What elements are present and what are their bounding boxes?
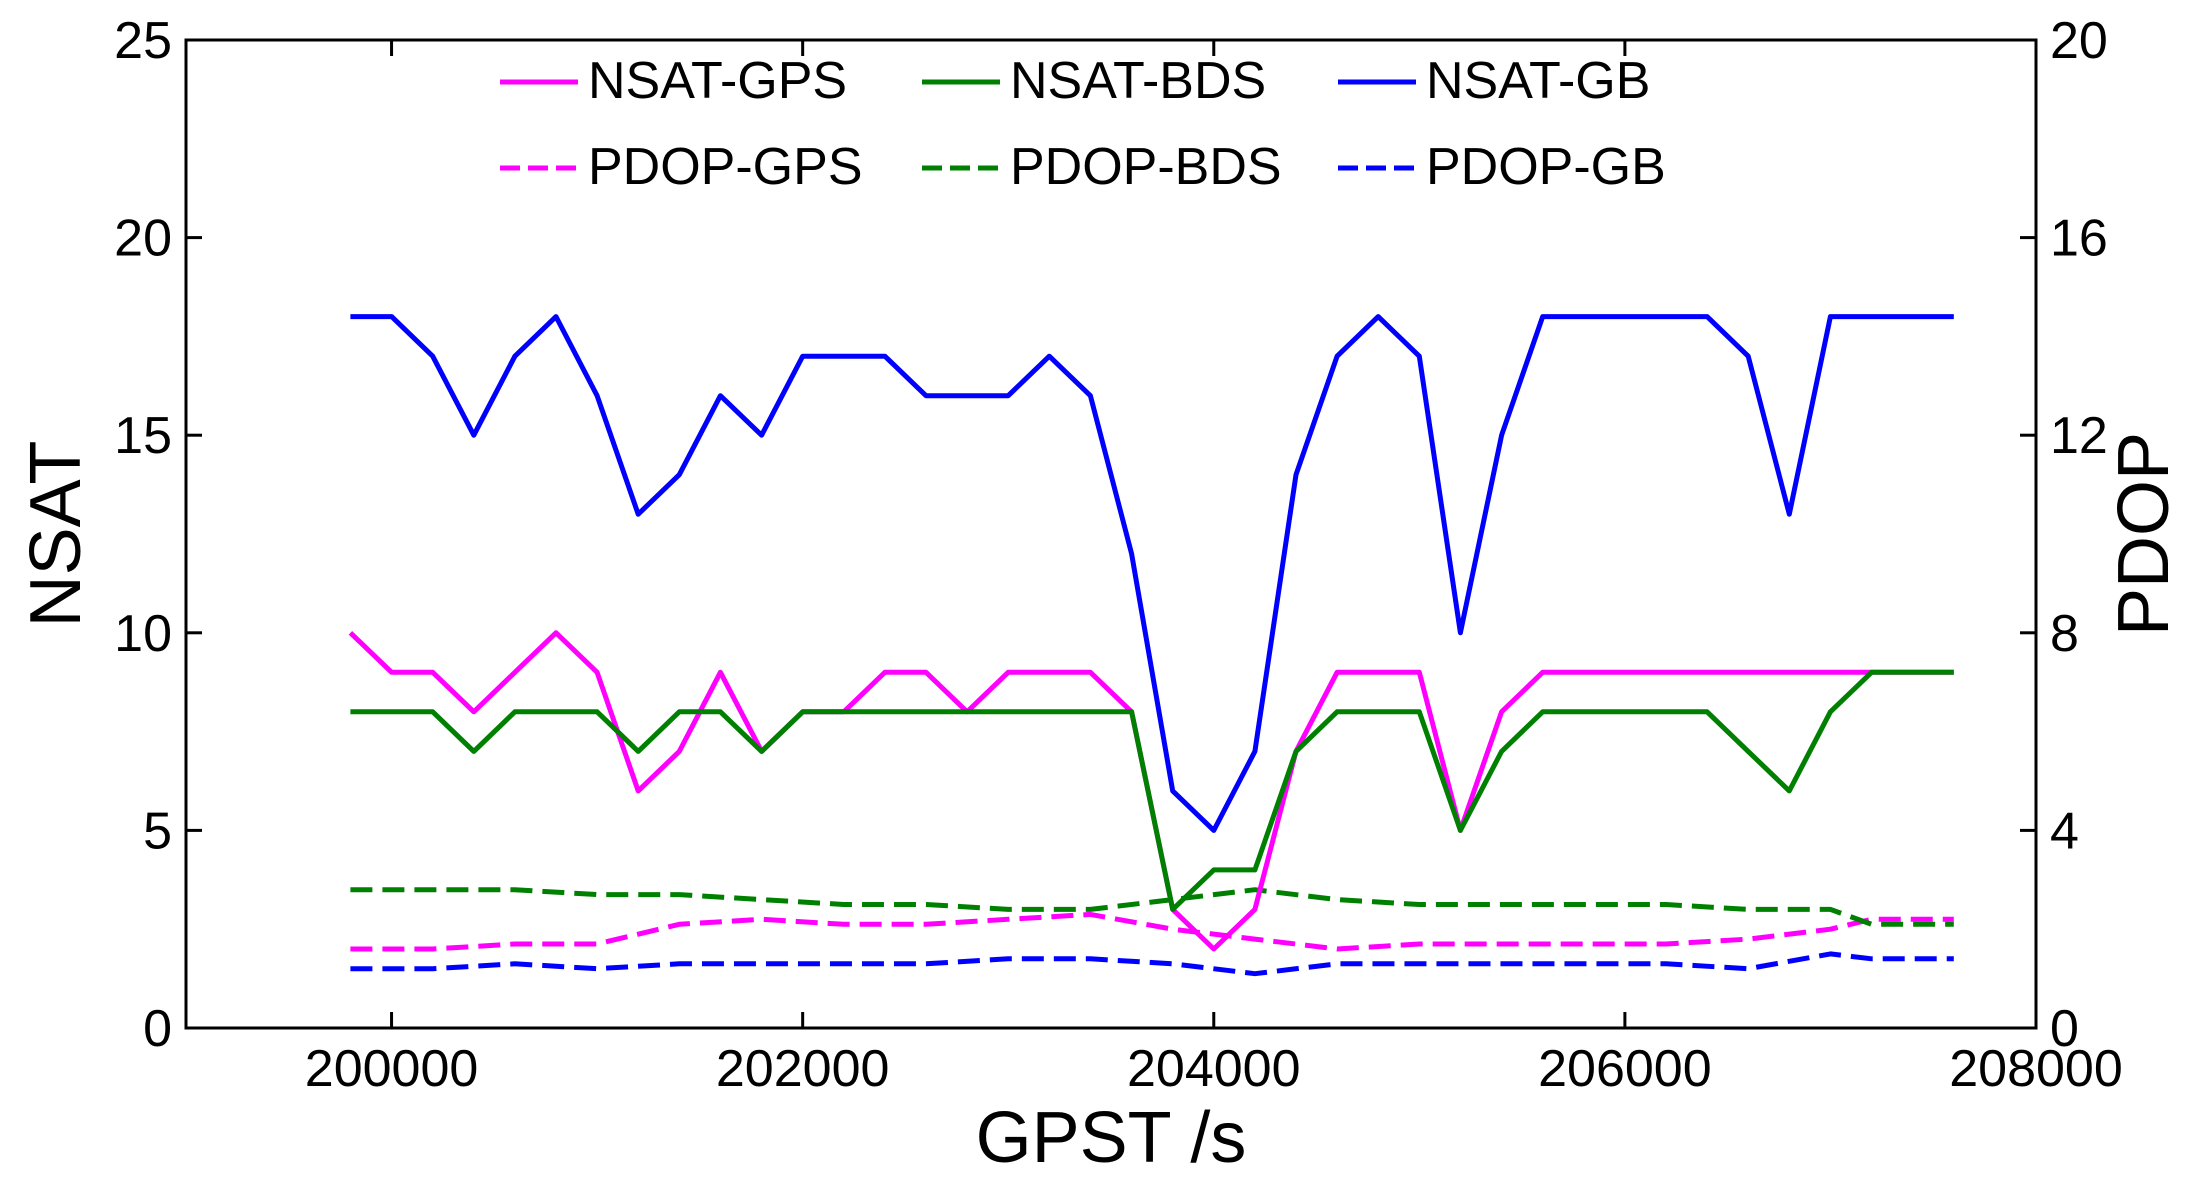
series-line-pdop-gps bbox=[350, 911, 1954, 952]
y-right-tick-label: 20 bbox=[2050, 12, 2108, 70]
legend-label-nsat-gb: NSAT-GB bbox=[1426, 52, 1650, 110]
legend-label-pdop-gps: PDOP-GPS bbox=[588, 138, 863, 196]
ticks-layer: 200000 202000 204000 206000 2080000510152025… bbox=[114, 12, 2123, 1098]
y-left-tick-label: 10 bbox=[114, 605, 172, 663]
y-left-tick-label: 5 bbox=[143, 802, 172, 860]
x-tick-label: 206000 bbox=[1538, 1040, 1712, 1098]
y-right-tick-label: 12 bbox=[2050, 407, 2108, 465]
legend: NSAT-GPS NSAT-BDS NSAT-GB PDOP-GPS PDOP-BDS P… bbox=[500, 52, 1666, 196]
legend-label-pdop-bds: PDOP-BDS bbox=[1010, 138, 1282, 196]
y-left-tick-label: 15 bbox=[114, 407, 172, 465]
x-tick-label: 200000 bbox=[305, 1040, 479, 1098]
legend-label-nsat-gps: NSAT-GPS bbox=[588, 52, 847, 110]
y-left-tick-label: 0 bbox=[143, 1000, 172, 1058]
series-layer bbox=[348, 314, 1954, 977]
x-tick-label: 208000 bbox=[1949, 1040, 2123, 1098]
plot-area bbox=[184, 38, 2038, 1030]
y-axis-left-title: NSAT bbox=[16, 441, 96, 628]
legend-label-pdop-gb: PDOP-GB bbox=[1426, 138, 1666, 196]
x-tick-label: 204000 bbox=[1127, 1040, 1301, 1098]
series-line-pdop-bds bbox=[350, 887, 1954, 927]
y-right-tick-label: 8 bbox=[2050, 605, 2079, 663]
series-line-nsat-gb bbox=[350, 314, 1954, 833]
series-line-pdop-gb bbox=[350, 951, 1954, 977]
y-axis-right-title: PDOP bbox=[2104, 432, 2184, 636]
x-axis-title: GPST /s bbox=[976, 1098, 1247, 1178]
y-right-tick-label: 0 bbox=[2050, 1000, 2079, 1058]
x-tick-label: 202000 bbox=[716, 1040, 890, 1098]
y-right-tick-label: 4 bbox=[2050, 802, 2079, 860]
legend-label-nsat-bds: NSAT-BDS bbox=[1010, 52, 1266, 110]
y-left-tick-label: 20 bbox=[114, 210, 172, 268]
y-left-tick-label: 25 bbox=[114, 12, 172, 70]
series-line-nsat-bds bbox=[350, 669, 1954, 912]
y-right-tick-label: 16 bbox=[2050, 210, 2108, 268]
